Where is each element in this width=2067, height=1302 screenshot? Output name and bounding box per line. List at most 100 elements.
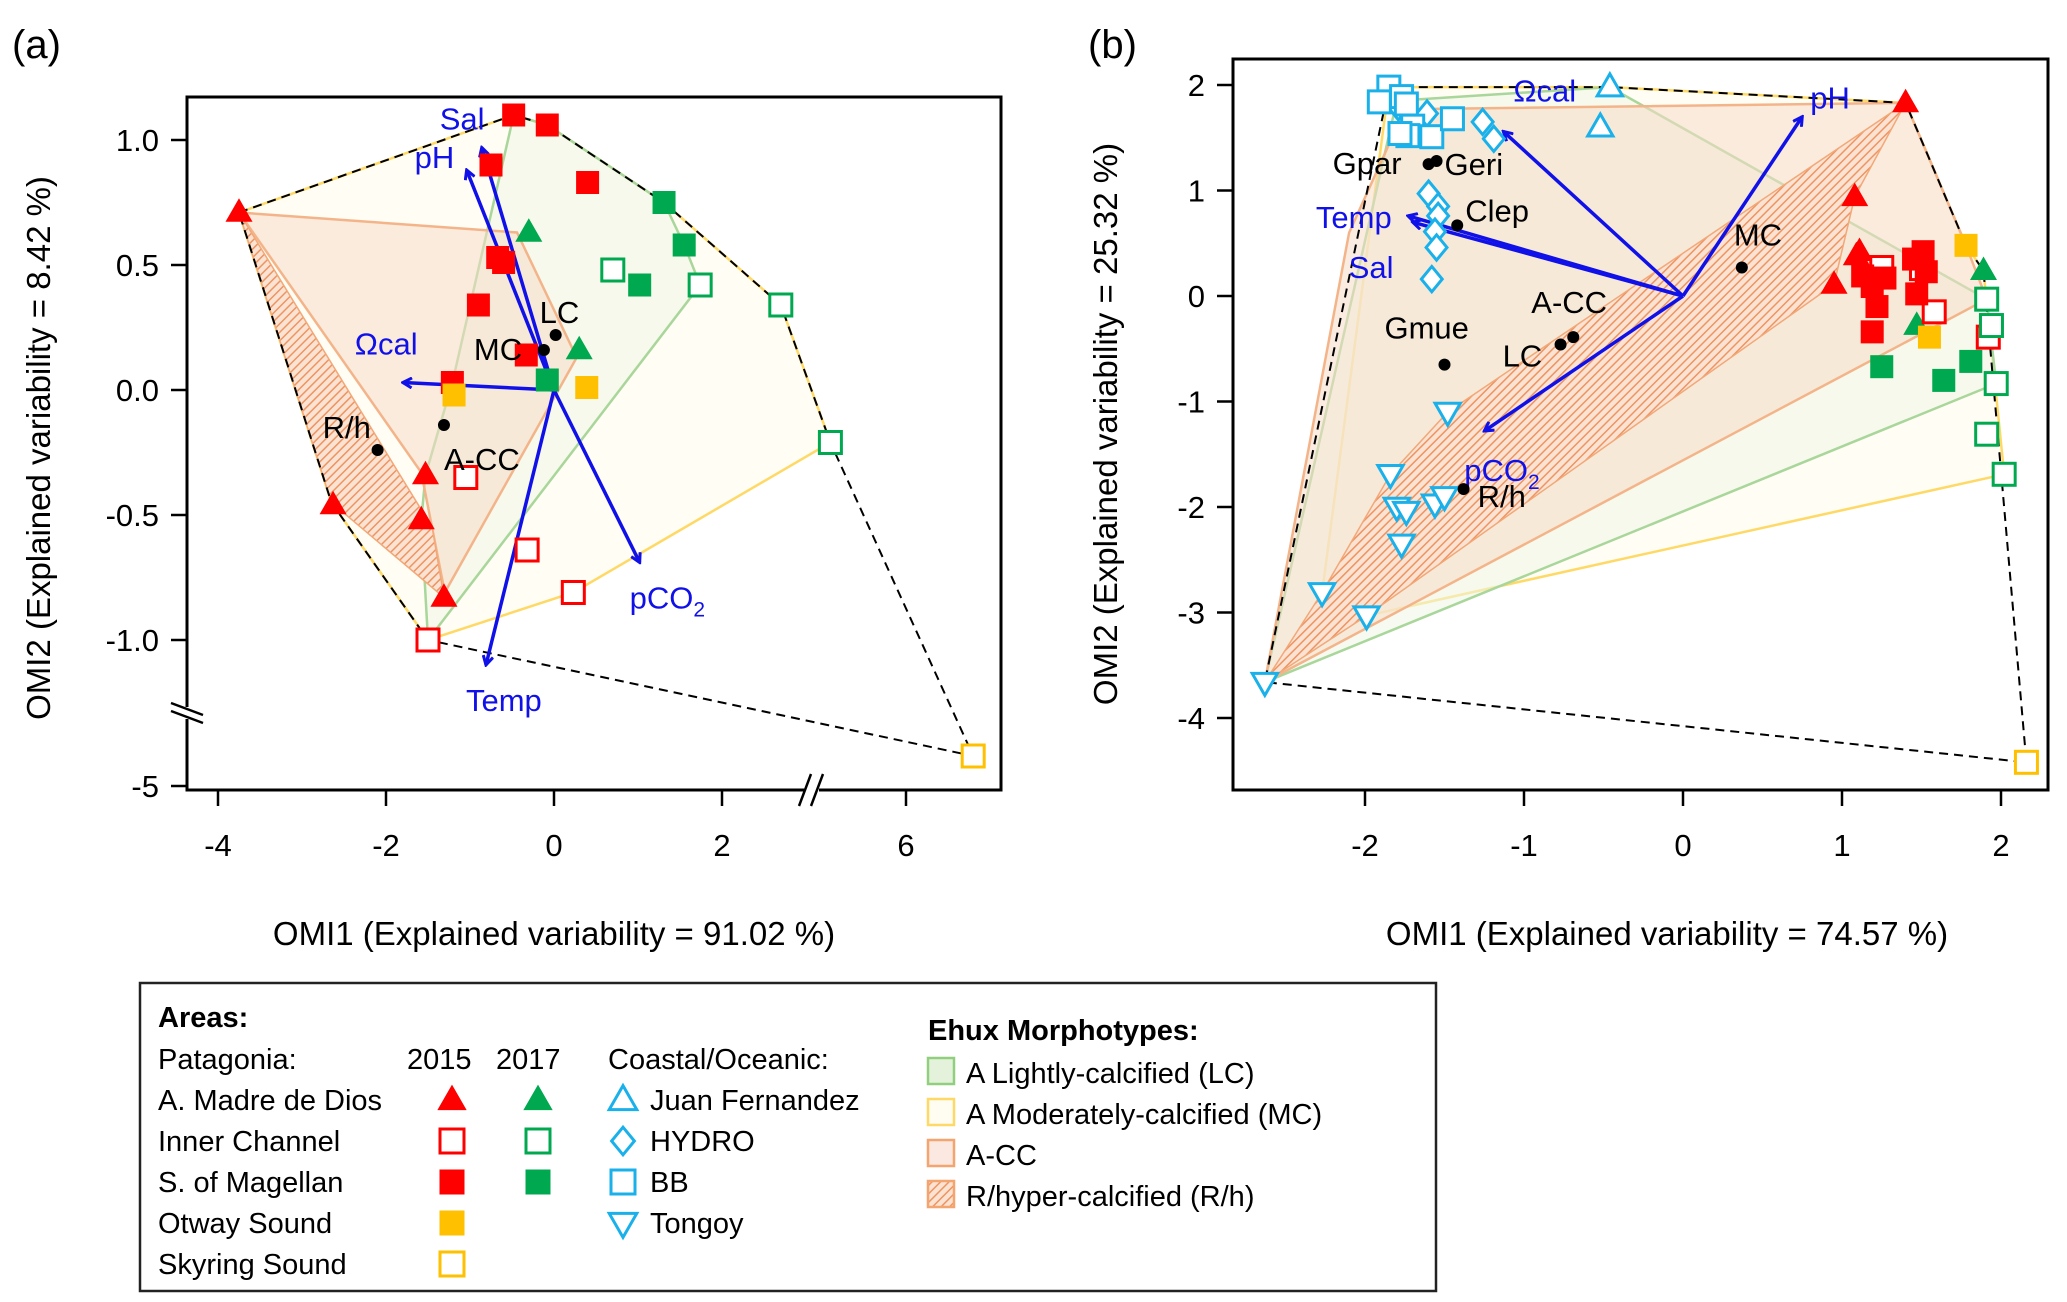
data-point: [1429, 486, 1460, 513]
x-tick-label: 1: [1833, 828, 1850, 863]
data-point: [1366, 89, 1392, 115]
legend-coastal-symbol: [606, 1211, 640, 1241]
data-point: [2013, 749, 2039, 775]
x-tick-label: 0: [545, 828, 562, 863]
data-point: [1914, 260, 1938, 284]
panel-a-x-title: OMI1 (Explained variability = 91.02 %): [273, 915, 835, 952]
panel-a-axes: -4 -2 0 2 6 1.0 0.5 0.0 -0.5 -1.0 -5: [106, 123, 915, 863]
y-tick-label: 1.0: [116, 123, 159, 158]
data-point: [1911, 240, 1935, 264]
x-tick-label: 0: [1674, 828, 1691, 863]
legend-morpho-swatch: [926, 1056, 956, 1086]
panel-b-y-title: OMI2 (Explained variability = 25.32 %): [1087, 143, 1124, 705]
y-tick-label: -4: [1177, 701, 1205, 736]
y-tick-label: -2: [1177, 490, 1205, 525]
centroid-label: A-CC: [444, 442, 520, 477]
x-axis-break-gap: [805, 787, 819, 793]
data-point: [1306, 582, 1338, 609]
data-point: [1470, 106, 1496, 137]
centroid-label: MC: [1734, 218, 1782, 253]
variable-label: Ωcal: [1513, 73, 1576, 108]
x-tick-label: -2: [372, 828, 400, 863]
y-tick-label: -0.5: [106, 498, 159, 533]
legend-coastal-rows: Juan Fernandez HYDRO BB Tongoy: [606, 1082, 860, 1241]
data-point: [687, 272, 713, 298]
centroid-label: Gpar: [1333, 146, 1402, 181]
centroid-label: LC: [540, 295, 580, 330]
y-axis-break-mark: [170, 709, 204, 725]
data-point: [515, 218, 543, 242]
data-point: [652, 191, 676, 214]
centroid-label: MC: [474, 332, 522, 367]
hull-overall: [1263, 86, 2028, 764]
variable-label: Sal: [440, 102, 485, 137]
variable-label: pH: [415, 140, 455, 175]
legend-patagonia-item: A. Madre de Dios: [158, 1085, 382, 1117]
legend-coastal-symbol: [606, 1082, 640, 1112]
y-tick-label: 0.0: [116, 373, 159, 408]
legend: Areas: Patagonia: 2015 2017 A. Madre de …: [138, 981, 1438, 1293]
data-point: [430, 583, 458, 607]
legend-morpho-swatch: [926, 1179, 956, 1209]
data-point: [1959, 349, 1983, 373]
centroid-dot: [1457, 483, 1470, 496]
data-point: [1954, 233, 1978, 257]
data-point: [1974, 286, 2000, 312]
variable-label: pCO2: [630, 581, 705, 622]
legend-coastal-item: Tongoy: [650, 1208, 744, 1240]
variable-arrow: [1681, 117, 1802, 297]
data-point: [1978, 313, 2004, 339]
variable-arrow: [403, 383, 555, 392]
data-point: [1932, 368, 1956, 392]
centroid-dot: [1438, 358, 1451, 371]
data-point: [514, 343, 538, 367]
legend-symbol-2015: [437, 1084, 467, 1111]
legend-symbol-2015: [438, 1250, 466, 1278]
panel-a-frame: [185, 95, 1003, 792]
centroid-dot: [549, 329, 562, 341]
y-tick-label: 2: [1188, 68, 1205, 103]
data-point: [1820, 270, 1848, 294]
data-point: [1419, 264, 1445, 295]
x-tick-label: 2: [713, 828, 730, 863]
data-point: [1991, 461, 2017, 487]
panel-b-x-title: OMI1 (Explained variability = 74.57 %): [1386, 915, 1948, 952]
legend-symbol-2015: [438, 1127, 466, 1155]
data-point: [1439, 106, 1465, 132]
data-point: [768, 292, 794, 318]
data-point: [1481, 123, 1507, 154]
data-point: [1391, 500, 1422, 528]
data-point: [672, 233, 696, 257]
legend-symbol-2015: [439, 1169, 465, 1195]
hull-overall: [237, 113, 975, 758]
data-point: [1249, 671, 1281, 699]
variable-label: pCO2: [1464, 453, 1539, 494]
data-point: [535, 113, 559, 137]
data-point: [1974, 421, 2000, 447]
variable-arrow: [1503, 131, 1685, 298]
legend-patagonia-label: Patagonia:: [158, 1044, 297, 1076]
data-point: [415, 627, 441, 653]
centroid-label: Gmue: [1385, 311, 1469, 346]
x-tick-label: 2: [1992, 828, 2009, 863]
centroid-label: LC: [1503, 339, 1543, 374]
data-point: [1921, 299, 1947, 325]
legend-morpho-swatch: [926, 1138, 956, 1168]
y-tick-label: -5: [131, 769, 159, 804]
hull-acc: [236, 211, 579, 597]
centroid-label: Geri: [1445, 147, 1504, 182]
data-point: [1585, 110, 1616, 138]
legend-morpho-swatch: [926, 1097, 956, 1127]
data-point: [479, 153, 503, 177]
x-tick-label: -2: [1351, 828, 1379, 863]
legend-symbol-2017: [523, 1084, 553, 1111]
data-point: [1386, 533, 1417, 561]
data-point: [565, 335, 593, 360]
centroid-dot: [437, 419, 450, 431]
legend-patagonia-item: S. of Magellan: [158, 1167, 343, 1199]
data-point: [1419, 124, 1445, 150]
legend-symbol-2015: [439, 1210, 465, 1236]
panel-b: (b) Ωcal pH Temp Sal pCO2 Gpar Geri Clep MC A-CC…: [1087, 23, 2050, 952]
data-point: [1432, 401, 1463, 429]
data-point: [1892, 88, 1920, 113]
